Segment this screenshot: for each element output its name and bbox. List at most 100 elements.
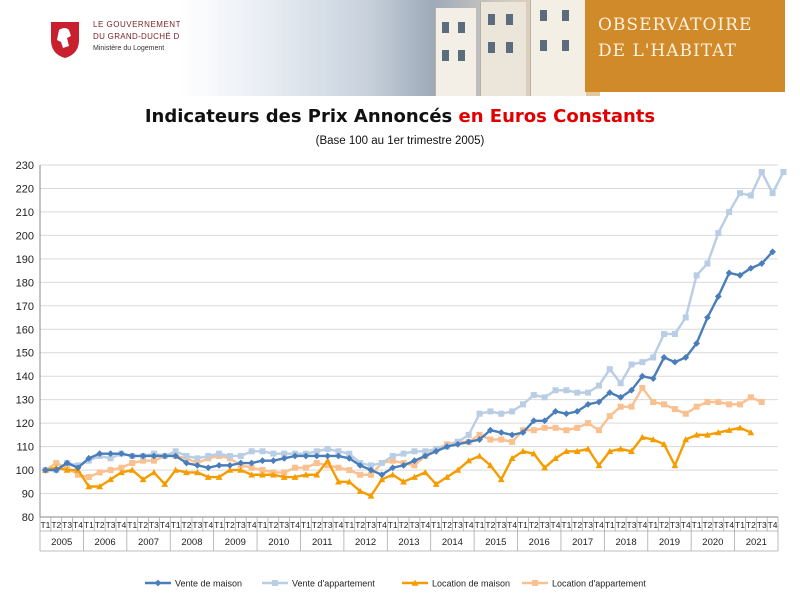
data-point: [161, 452, 169, 460]
data-point: [661, 401, 668, 408]
quarter-label: T1: [648, 520, 658, 530]
data-point: [150, 452, 158, 460]
data-point: [487, 408, 494, 415]
legend-item: Location d'appartement: [522, 579, 646, 589]
data-point: [291, 473, 299, 480]
data-point: [693, 431, 701, 438]
data-point: [421, 452, 429, 460]
data-point: [378, 460, 385, 467]
data-point: [248, 459, 256, 467]
y-tick-label: 190: [16, 254, 34, 266]
quarter-label: T4: [116, 520, 126, 530]
legend-label: Location d'appartement: [552, 579, 646, 589]
data-point: [714, 429, 722, 436]
quarter-label: T1: [388, 520, 398, 530]
data-point: [552, 408, 559, 415]
quarter-label: T2: [138, 520, 148, 530]
quarter-label: T1: [605, 520, 615, 530]
data-point: [519, 429, 527, 436]
data-point: [281, 450, 288, 457]
observatoire-line-1: OBSERVATOIRE: [598, 15, 753, 35]
data-point: [693, 403, 700, 410]
quarter-label: T4: [551, 520, 561, 530]
data-point: [63, 459, 71, 467]
data-point: [530, 450, 538, 457]
quarter-label: T1: [344, 520, 354, 530]
data-point: [573, 447, 581, 455]
chart-title-highlight: en Euros Constants: [458, 106, 656, 127]
data-point: [530, 427, 537, 434]
data-point: [574, 424, 581, 431]
year-label: 2021: [746, 537, 767, 548]
data-point: [280, 473, 288, 480]
data-point: [704, 260, 711, 267]
data-point: [476, 436, 483, 443]
data-point: [486, 461, 494, 469]
data-point: [737, 190, 744, 197]
data-point: [595, 461, 603, 469]
year-label: 2006: [95, 537, 116, 548]
data-point: [324, 457, 332, 464]
observatoire-box: [585, 0, 785, 92]
quarter-label: T1: [127, 520, 137, 530]
data-point: [183, 459, 190, 467]
data-point: [541, 424, 548, 431]
data-point: [573, 408, 581, 415]
data-point: [411, 462, 418, 469]
data-point: [509, 408, 516, 415]
quarter-label: T3: [106, 520, 116, 530]
quarter-label: T3: [192, 520, 202, 530]
data-point: [269, 471, 277, 478]
data-point: [606, 413, 613, 420]
data-point: [682, 314, 689, 321]
data-point: [443, 443, 451, 450]
quarter-label: T1: [692, 520, 702, 530]
data-point: [737, 401, 744, 408]
data-point: [389, 452, 396, 459]
data-point: [63, 466, 71, 473]
data-point: [193, 461, 201, 469]
data-point: [335, 478, 342, 485]
quarter-label: T4: [247, 520, 257, 530]
data-point: [346, 467, 353, 474]
year-label: 2012: [355, 537, 376, 548]
quarter-label: T2: [355, 520, 365, 530]
data-point: [714, 293, 722, 300]
data-point: [715, 399, 722, 406]
quarter-label: T3: [583, 520, 593, 530]
data-point: [204, 464, 212, 472]
data-point: [552, 454, 559, 462]
data-point: [715, 230, 722, 237]
quarter-label: T3: [409, 520, 419, 530]
data-point: [378, 476, 386, 483]
data-point: [747, 429, 755, 436]
data-point: [638, 433, 646, 440]
legend-label: Vente d'appartement: [292, 579, 375, 589]
data-point: [541, 417, 549, 425]
data-point: [476, 410, 483, 417]
quarter-label: T1: [84, 520, 94, 530]
data-point: [704, 399, 711, 406]
data-point: [248, 448, 255, 455]
data-point: [628, 447, 635, 455]
y-tick-label: 160: [16, 324, 34, 336]
data-point: [552, 387, 559, 394]
data-point: [85, 483, 93, 490]
data-point: [617, 393, 625, 401]
data-point: [563, 427, 570, 434]
data-point: [313, 448, 320, 455]
data-point: [498, 436, 505, 443]
data-point: [649, 375, 657, 382]
series-0: [42, 248, 776, 479]
data-point: [465, 457, 473, 464]
data-point: [508, 431, 516, 439]
quarter-label: T3: [627, 520, 637, 530]
data-point: [400, 478, 407, 485]
data-point: [650, 354, 657, 361]
quarter-label: T2: [529, 520, 539, 530]
data-point: [302, 471, 310, 478]
data-point: [172, 466, 180, 473]
quarter-label: T4: [73, 520, 83, 530]
data-point: [324, 445, 331, 452]
data-point: [226, 461, 234, 469]
